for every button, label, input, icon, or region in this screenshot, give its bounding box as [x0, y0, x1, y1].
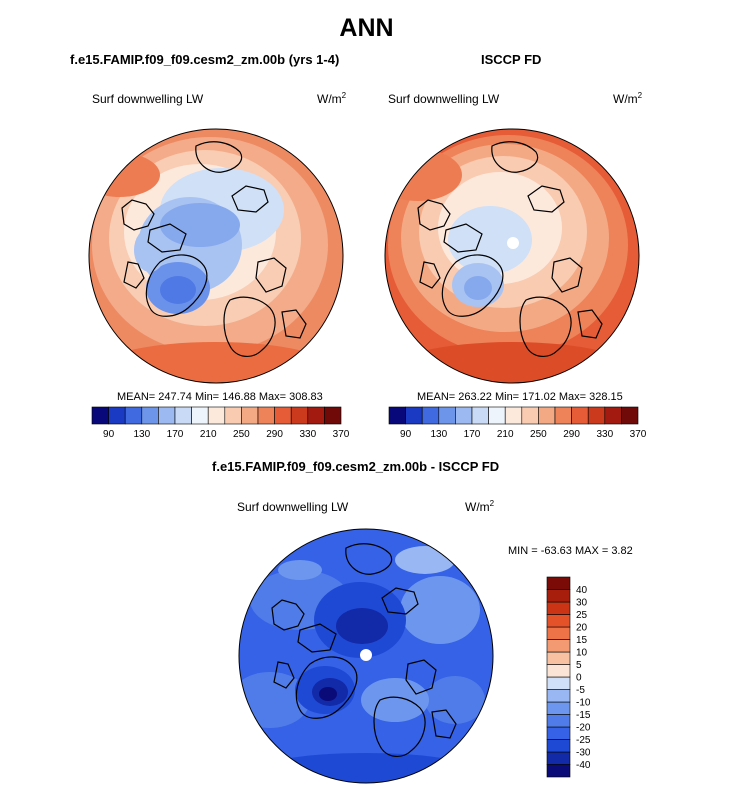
colorbar-difference-swatch — [546, 701, 571, 715]
map-observations — [385, 129, 639, 383]
colorbar-difference-tick-label: -20 — [576, 723, 591, 734]
colorbar-model-tick-label: 170 — [167, 429, 184, 440]
colorbar-observations-swatch — [471, 406, 489, 425]
colorbar-observations-swatch — [488, 406, 506, 425]
colorbar-difference-swatch — [546, 726, 571, 740]
colorbar-model-swatch — [91, 406, 109, 425]
colorbar-observations-swatch — [504, 406, 523, 425]
panel-2-variable: Surf downwelling LW — [388, 92, 500, 106]
panel-3-variable: Surf downwelling LW — [237, 500, 349, 514]
colorbar-observations-swatch — [571, 406, 589, 425]
colorbar-observations-swatch — [587, 406, 606, 425]
colorbar-observations-tick-label: 330 — [596, 429, 613, 440]
colorbar-observations-swatch — [455, 406, 473, 425]
panel-3-stats: MIN = -63.63 MAX = 3.82 — [508, 545, 633, 557]
colorbar-observations-tick-label: 170 — [464, 429, 481, 440]
colorbar-model-swatch — [307, 406, 325, 425]
colorbar-difference-tick-label: -30 — [576, 748, 591, 759]
colorbar-difference-tick-label: 40 — [576, 585, 588, 596]
colorbar-model-swatch — [191, 406, 209, 425]
colorbar-observations-swatch — [388, 406, 406, 425]
colorbar-observations: 90 130 170 210 250 290 330 370 — [388, 406, 647, 440]
colorbar-difference-swatch — [546, 739, 571, 753]
colorbar-difference-swatch — [546, 639, 571, 653]
colorbar-difference-swatch — [546, 601, 571, 615]
panel-2-stats: MEAN= 263.22 Min= 171.02 Max= 328.15 — [417, 391, 623, 403]
colorbar-model-tick-label: 290 — [266, 429, 283, 440]
colorbar-observations-swatch — [604, 406, 622, 425]
colorbar-observations-swatch — [554, 406, 572, 425]
colorbar-model-tick-label: 210 — [200, 429, 217, 440]
colorbar-model-swatch — [290, 406, 309, 425]
colorbar-difference-swatch — [546, 676, 571, 690]
colorbar-model-swatch — [124, 406, 143, 425]
colorbar-observations-tick-label: 370 — [630, 429, 647, 440]
colorbar-model-tick-label: 250 — [233, 429, 250, 440]
colorbar-model-swatch — [224, 406, 242, 425]
colorbar-difference-swatch — [546, 614, 571, 628]
panel-1-title: f.e15.FAMIP.f09_f09.cesm2_zm.00b (yrs 1-… — [70, 52, 340, 67]
colorbar-difference-tick-label: -40 — [576, 760, 591, 771]
colorbar-observations-tick-label: 210 — [497, 429, 514, 440]
colorbar-model-swatch — [324, 406, 342, 425]
colorbar-difference-tick-label: 25 — [576, 610, 588, 621]
colorbar-model-tick-label: 90 — [103, 429, 115, 440]
colorbar-observations-tick-label: 90 — [400, 429, 412, 440]
colorbar-difference-swatch — [546, 751, 571, 765]
colorbar-difference-tick-label: 5 — [576, 660, 582, 671]
colorbar-difference-swatch — [546, 589, 571, 603]
colorbar-model-swatch — [241, 406, 259, 425]
colorbar-difference-swatch — [546, 664, 571, 678]
colorbar-observations-tick-label: 250 — [530, 429, 547, 440]
panel-3-units: W/m2 — [465, 499, 495, 514]
panel-1-units: W/m2 — [317, 91, 347, 106]
colorbar-observations-swatch — [405, 406, 423, 425]
colorbar-observations-swatch — [421, 406, 440, 425]
colorbar-observations-tick-label: 130 — [430, 429, 447, 440]
colorbar-model-swatch — [274, 406, 292, 425]
colorbar-difference-swatch — [546, 764, 571, 778]
panel-1-variable: Surf downwelling LW — [92, 92, 204, 106]
colorbar-model-swatch — [207, 406, 226, 425]
colorbar-difference-tick-label: -25 — [576, 735, 591, 746]
colorbar-difference-tick-label: -15 — [576, 710, 591, 721]
colorbar-difference-tick-label: 30 — [576, 598, 588, 609]
colorbar-observations-tick-label: 290 — [563, 429, 580, 440]
colorbar-difference-swatch — [546, 714, 571, 728]
colorbar-observations-swatch — [438, 406, 456, 425]
colorbar-model-tick-label: 130 — [133, 429, 150, 440]
colorbar-difference-swatch — [546, 651, 571, 665]
colorbar-difference-tick-label: 15 — [576, 635, 588, 646]
colorbar-model-tick-label: 330 — [299, 429, 316, 440]
colorbar-model-swatch — [257, 406, 275, 425]
colorbar-observations-swatch — [621, 406, 639, 425]
colorbar-difference-tick-label: 20 — [576, 623, 588, 634]
colorbar-model-tick-label: 370 — [333, 429, 350, 440]
colorbar-model-swatch — [141, 406, 159, 425]
panel-1-stats: MEAN= 247.74 Min= 146.88 Max= 308.83 — [117, 391, 323, 403]
map-difference — [239, 529, 493, 783]
colorbar-observations-swatch — [538, 406, 556, 425]
colorbar-difference-tick-label: 0 — [576, 673, 582, 684]
colorbar-difference-tick-label: 10 — [576, 648, 588, 659]
map-model — [89, 129, 343, 383]
colorbar-model-swatch — [108, 406, 126, 425]
panel-2-title: ISCCP FD — [481, 52, 542, 67]
panel-2-units: W/m2 — [613, 91, 643, 106]
colorbar-model: 90 130 170 210 250 290 330 370 — [91, 406, 350, 440]
colorbar-difference-swatch — [546, 689, 571, 703]
colorbar-model-swatch — [174, 406, 192, 425]
colorbar-difference-tick-label: -10 — [576, 698, 591, 709]
colorbar-model-swatch — [158, 406, 176, 425]
page-title: ANN — [339, 14, 394, 42]
colorbar-difference-tick-label: -5 — [576, 685, 585, 696]
colorbar-difference-swatch — [546, 626, 571, 640]
colorbar-difference-swatch — [546, 576, 571, 590]
colorbar-observations-swatch — [521, 406, 539, 425]
panel-3-title: f.e15.FAMIP.f09_f09.cesm2_zm.00b - ISCCP… — [212, 459, 500, 474]
